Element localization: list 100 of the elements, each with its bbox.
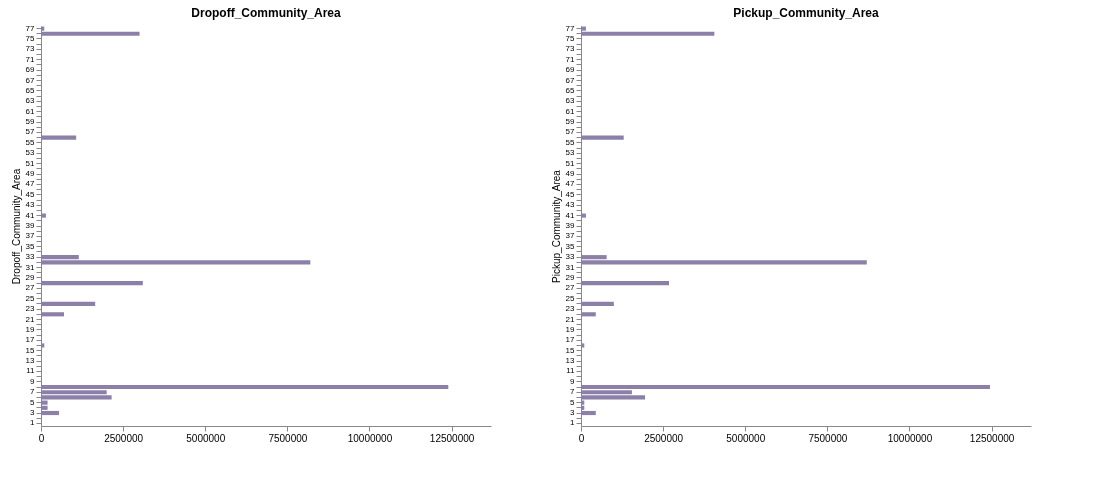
y-tick-label: 37 [565, 231, 576, 241]
y-tick-label: 45 [25, 189, 36, 199]
y-tick-label: 35 [25, 241, 36, 251]
y-tick-label: 61 [25, 106, 36, 116]
y-tick-label: 59 [25, 117, 36, 127]
x-tick-label: 7500000 [268, 432, 308, 444]
y-tick-label: 1 [570, 418, 576, 428]
y-tick-label: 51 [565, 158, 576, 168]
y-tick-label: 49 [565, 169, 576, 179]
y-tick-label: 3 [30, 408, 36, 418]
y-tick-label: 5 [30, 397, 36, 407]
x-tick-label: 5000000 [186, 432, 226, 444]
y-tick-label: 1 [30, 418, 36, 428]
y-tick-label: 53 [25, 148, 36, 158]
y-axis-title: Pickup_Community_Area [550, 169, 562, 283]
y-tick-label: 65 [565, 85, 576, 95]
y-tick-label: 59 [565, 117, 576, 127]
y-tick-label: 31 [25, 262, 36, 272]
y-tick-label: 13 [565, 356, 576, 366]
y-tick-label: 77 [565, 23, 576, 33]
y-tick-label: 69 [25, 65, 36, 75]
bar [41, 384, 449, 390]
bar [581, 135, 624, 140]
x-tick-label: 2500000 [644, 432, 684, 444]
x-tick-label: 2500000 [104, 432, 144, 444]
bar [41, 343, 45, 348]
y-tick-label: 15 [565, 345, 576, 355]
y-tick-label: 11 [26, 366, 36, 376]
y-tick-label: 11 [566, 366, 576, 376]
x-tick-label: 0 [38, 432, 45, 444]
y-tick-label: 75 [565, 33, 576, 43]
y-tick-label: 21 [25, 314, 36, 324]
x-tick-label: 7500000 [808, 432, 848, 444]
y-axis-title: Dropoff_Community_Area [10, 168, 22, 285]
y-tick-label: 25 [25, 293, 36, 303]
y-tick-label: 71 [25, 54, 36, 64]
x-tick-label: 5000000 [726, 432, 766, 444]
x-tick-label: 0 [578, 432, 585, 444]
y-tick-label: 37 [25, 231, 36, 241]
bar [581, 213, 586, 218]
y-tick-label: 7 [570, 387, 576, 397]
x-tick-label: 12500000 [969, 432, 1015, 444]
y-tick-label: 41 [25, 210, 36, 220]
bar [41, 410, 60, 416]
bar [41, 31, 140, 36]
y-tick-label: 17 [25, 335, 36, 345]
y-tick-label: 63 [25, 96, 36, 106]
y-tick-label: 33 [565, 252, 576, 262]
y-tick-label: 47 [565, 179, 576, 189]
y-tick-label: 69 [565, 65, 576, 75]
x-tick-label: 10000000 [887, 432, 933, 444]
y-tick-label: 43 [565, 200, 576, 210]
y-tick-label: 21 [565, 314, 576, 324]
x-tick-label: 12500000 [429, 432, 475, 444]
y-tick-label: 67 [565, 75, 576, 85]
bar [581, 410, 596, 416]
y-tick-label: 17 [565, 335, 576, 345]
y-tick-label: 9 [30, 376, 36, 386]
y-tick-label: 73 [565, 44, 576, 54]
y-tick-label: 25 [565, 293, 576, 303]
y-tick-label: 41 [565, 210, 576, 220]
y-tick-label: 49 [25, 169, 36, 179]
y-tick-label: 39 [565, 221, 576, 230]
y-tick-label: 71 [565, 54, 576, 64]
y-tick-label: 3 [570, 408, 576, 418]
bar [581, 384, 990, 390]
y-tick-label: 73 [25, 44, 36, 54]
y-tick-label: 47 [25, 179, 36, 189]
y-tick-label: 65 [25, 85, 36, 95]
x-tick-label: 10000000 [347, 432, 393, 444]
y-tick-label: 19 [565, 324, 576, 334]
y-tick-label: 7 [30, 387, 36, 397]
y-tick-label: 43 [25, 200, 36, 210]
y-tick-label: 23 [25, 304, 36, 314]
y-tick-label: 55 [25, 137, 36, 147]
y-tick-label: 35 [565, 241, 576, 251]
y-tick-label: 19 [25, 324, 36, 334]
y-tick-label: 33 [25, 252, 36, 262]
y-tick-label: 27 [565, 283, 576, 293]
bar [581, 343, 585, 348]
y-tick-label: 31 [565, 262, 576, 272]
y-tick-label: 57 [565, 127, 576, 137]
bar [41, 213, 46, 218]
y-tick-label: 55 [565, 137, 576, 147]
bar [581, 312, 596, 317]
y-tick-label: 61 [565, 106, 576, 116]
bar [581, 31, 715, 36]
y-tick-label: 75 [25, 33, 36, 43]
bar [41, 135, 77, 140]
bar [41, 312, 64, 317]
chart-title: Dropoff_Community_Area [191, 6, 341, 21]
y-tick-label: 15 [25, 345, 36, 355]
y-tick-label: 63 [565, 96, 576, 106]
y-tick-label: 67 [25, 75, 36, 85]
y-tick-label: 27 [25, 283, 36, 293]
y-tick-label: 5 [570, 397, 576, 407]
bar [581, 281, 670, 286]
y-tick-label: 51 [25, 158, 36, 168]
y-tick-label: 23 [565, 304, 576, 314]
y-tick-label: 9 [570, 376, 576, 386]
